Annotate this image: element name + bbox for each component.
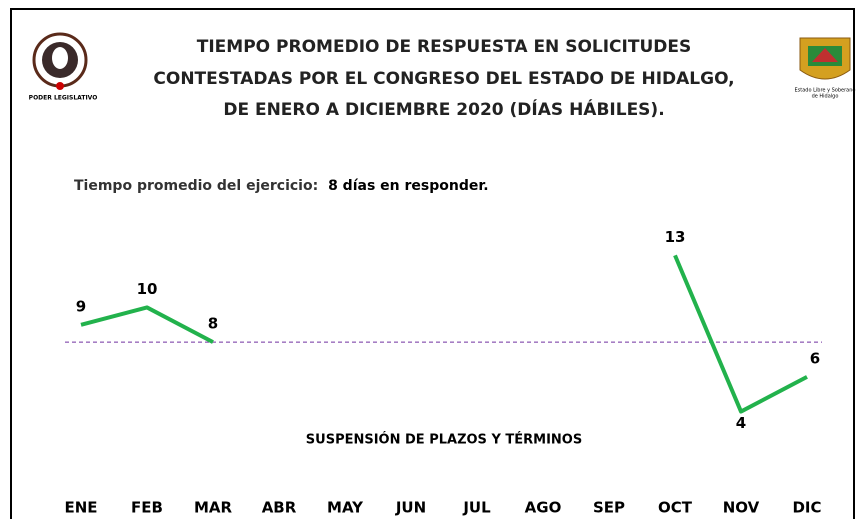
series-line bbox=[673, 254, 808, 414]
x-tick-label: ENE bbox=[64, 499, 97, 517]
data-label: 9 bbox=[76, 297, 86, 315]
frame bbox=[10, 8, 855, 523]
subtitle-text: Tiempo promedio del ejercicio: bbox=[74, 178, 318, 194]
annotation: SUSPENSIÓN DE PLAZOS Y TÉRMINOS bbox=[306, 432, 582, 448]
logo-caption: de Hidalgo bbox=[812, 94, 839, 100]
logo-caption: PODER LEGISLATIVO bbox=[29, 95, 98, 102]
x-tick-label: MAY bbox=[327, 499, 364, 517]
x-tick-label: DIC bbox=[792, 499, 821, 517]
x-tick-label: JUN bbox=[395, 499, 426, 517]
data-label: 6 bbox=[810, 349, 820, 367]
x-tick-label: MAR bbox=[194, 499, 233, 517]
x-tick-label: ABR bbox=[262, 499, 297, 517]
x-tick-label: NOV bbox=[723, 499, 760, 517]
logo-caption: Estado Libre y Soberano bbox=[795, 88, 856, 94]
x-tick-label: FEB bbox=[131, 499, 163, 517]
data-label: 4 bbox=[736, 414, 746, 432]
data-label: 10 bbox=[137, 280, 158, 298]
x-tick-label: OCT bbox=[658, 499, 693, 517]
x-tick-label: SEP bbox=[593, 499, 625, 517]
x-tick-label: JUL bbox=[462, 499, 491, 517]
subtitle: Tiempo promedio del ejercicio: 8 días en… bbox=[74, 178, 489, 194]
chart-title: DE ENERO A DICIEMBRE 2020 (DÍAS HÁBILES)… bbox=[223, 98, 664, 120]
average-label: 8 días en responder. bbox=[328, 178, 489, 194]
chart-title: TIEMPO PROMEDIO DE RESPUESTA EN SOLICITU… bbox=[197, 37, 691, 57]
left-logo bbox=[32, 32, 88, 90]
x-tick-label: AGO bbox=[525, 499, 562, 517]
data-label: 8 bbox=[208, 315, 218, 333]
data-label: 13 bbox=[665, 228, 686, 246]
chart-title: CONTESTADAS POR EL CONGRESO DEL ESTADO D… bbox=[153, 69, 734, 89]
right-logo bbox=[799, 37, 851, 80]
series-line bbox=[80, 305, 214, 344]
